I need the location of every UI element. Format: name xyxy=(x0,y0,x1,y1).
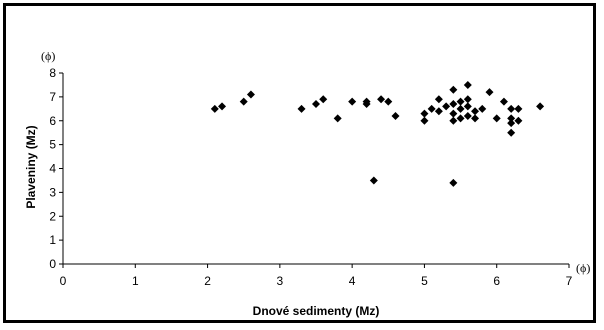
data-point xyxy=(471,114,480,123)
x-tick-label: 6 xyxy=(493,274,500,288)
data-point xyxy=(218,102,227,111)
data-point xyxy=(471,107,480,116)
data-point xyxy=(507,114,516,123)
data-point xyxy=(507,128,516,137)
y-axis-title: Plaveniny (Mz) xyxy=(24,125,38,208)
data-point xyxy=(449,85,458,94)
data-point xyxy=(449,116,458,125)
x-tick-label: 4 xyxy=(349,274,356,288)
data-point xyxy=(391,111,400,120)
data-point xyxy=(377,95,386,104)
data-point xyxy=(434,95,443,104)
data-point xyxy=(348,97,357,106)
data-point xyxy=(514,116,523,125)
y-tick-label: 0 xyxy=(49,257,56,271)
x-axis-ticks: 0 1 2 3 4 5 6 7 xyxy=(60,264,573,288)
y-tick-label: 6 xyxy=(49,114,56,128)
data-point xyxy=(420,116,429,125)
data-point xyxy=(442,102,451,111)
x-tick-label: 0 xyxy=(60,274,67,288)
x-tick-label: 7 xyxy=(566,274,573,288)
x-axis-unit: (ϕ) xyxy=(576,261,590,275)
data-point xyxy=(362,100,371,109)
x-tick-label: 5 xyxy=(421,274,428,288)
data-point xyxy=(449,109,458,118)
y-tick-label: 2 xyxy=(49,209,56,223)
data-point xyxy=(463,95,472,104)
data-point xyxy=(420,109,429,118)
data-point xyxy=(514,104,523,113)
data-point xyxy=(492,114,501,123)
data-point xyxy=(297,104,306,113)
data-point xyxy=(485,88,494,97)
data-point xyxy=(456,97,465,106)
y-axis-unit: (ϕ) xyxy=(41,49,55,63)
data-point xyxy=(246,90,255,99)
data-point xyxy=(463,80,472,89)
data-point xyxy=(312,100,320,109)
data-point xyxy=(507,104,516,113)
data-point xyxy=(536,102,545,111)
data-point xyxy=(319,95,328,104)
y-axis-ticks: 0 1 2 3 4 5 6 7 8 xyxy=(49,66,63,271)
data-point xyxy=(210,104,219,113)
data-point xyxy=(369,176,378,185)
data-point xyxy=(384,97,393,106)
x-axis-title: Dnové sedimenty (Mz) xyxy=(253,304,380,318)
data-points xyxy=(210,80,545,187)
x-tick-label: 3 xyxy=(277,274,284,288)
data-point xyxy=(463,102,472,111)
data-point xyxy=(463,111,472,120)
data-point xyxy=(499,97,508,106)
data-point xyxy=(449,178,458,187)
data-point xyxy=(478,104,487,113)
data-point xyxy=(507,119,516,128)
data-point xyxy=(434,107,443,116)
chart-frame xyxy=(3,3,596,323)
data-point xyxy=(456,104,465,113)
y-tick-label: 5 xyxy=(49,138,56,152)
x-tick-label: 2 xyxy=(204,274,211,288)
x-tick-label: 1 xyxy=(132,274,139,288)
data-point xyxy=(427,104,436,113)
data-point xyxy=(333,114,342,123)
data-point xyxy=(239,97,248,106)
y-tick-label: 8 xyxy=(49,66,56,80)
data-point xyxy=(456,114,465,123)
data-point xyxy=(449,100,458,109)
y-tick-label: 4 xyxy=(49,162,56,176)
y-tick-label: 1 xyxy=(49,233,56,247)
y-tick-label: 7 xyxy=(49,90,56,104)
y-tick-label: 3 xyxy=(49,185,56,199)
